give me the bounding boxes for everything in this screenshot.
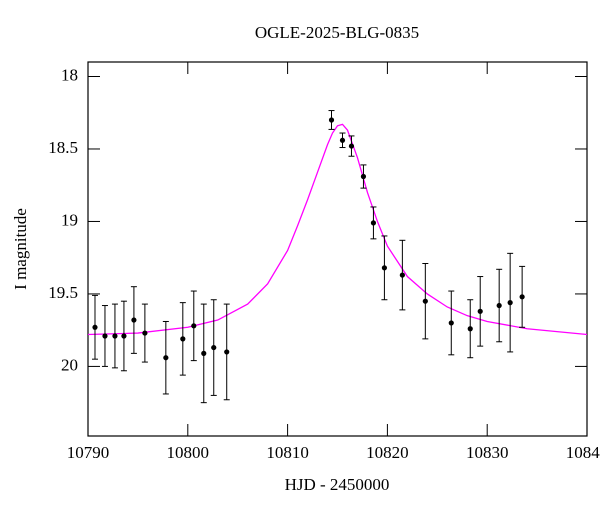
data-point xyxy=(92,324,98,330)
y-tick-label: 19.5 xyxy=(48,283,78,302)
data-point xyxy=(224,349,230,355)
x-axis-label: HJD - 2450000 xyxy=(285,475,390,494)
data-point xyxy=(131,317,137,323)
data-point xyxy=(348,143,355,149)
model-curve xyxy=(87,123,588,336)
data-point xyxy=(191,323,197,329)
x-tick-label: 10820 xyxy=(366,443,409,462)
y-tick-label: 18 xyxy=(61,65,78,84)
data-point xyxy=(370,220,377,226)
data-point xyxy=(102,333,108,339)
data-point xyxy=(211,344,217,351)
data-point xyxy=(121,333,127,339)
data-point xyxy=(496,302,502,309)
y-tick-label: 20 xyxy=(61,355,78,374)
data-point xyxy=(467,326,473,332)
y-tick-label: 19 xyxy=(61,210,78,229)
x-tick-label: 10810 xyxy=(266,443,309,462)
data-point xyxy=(360,173,367,180)
data-point xyxy=(507,300,513,306)
data-point xyxy=(180,336,186,342)
chart-title: OGLE-2025-BLG-0835 xyxy=(255,23,419,42)
data-point xyxy=(339,137,346,143)
data-point xyxy=(519,294,525,300)
x-tick-label: 10830 xyxy=(466,443,509,462)
data-point xyxy=(201,350,207,356)
data-point xyxy=(142,330,148,336)
data-point xyxy=(163,355,169,361)
y-axis-label: I magnitude xyxy=(11,208,30,290)
data-point xyxy=(422,298,428,304)
data-point xyxy=(399,272,405,278)
x-tick-label: 10790 xyxy=(67,443,110,462)
data-point xyxy=(381,265,388,271)
x-tick-label: 10840 xyxy=(566,443,600,462)
x-tick-label: 10800 xyxy=(167,443,210,462)
y-tick-label: 18.5 xyxy=(48,138,78,157)
data-point xyxy=(328,117,335,123)
data-point xyxy=(112,333,118,339)
data-point xyxy=(477,308,483,314)
data-point xyxy=(448,320,454,326)
plot-frame xyxy=(87,61,588,437)
